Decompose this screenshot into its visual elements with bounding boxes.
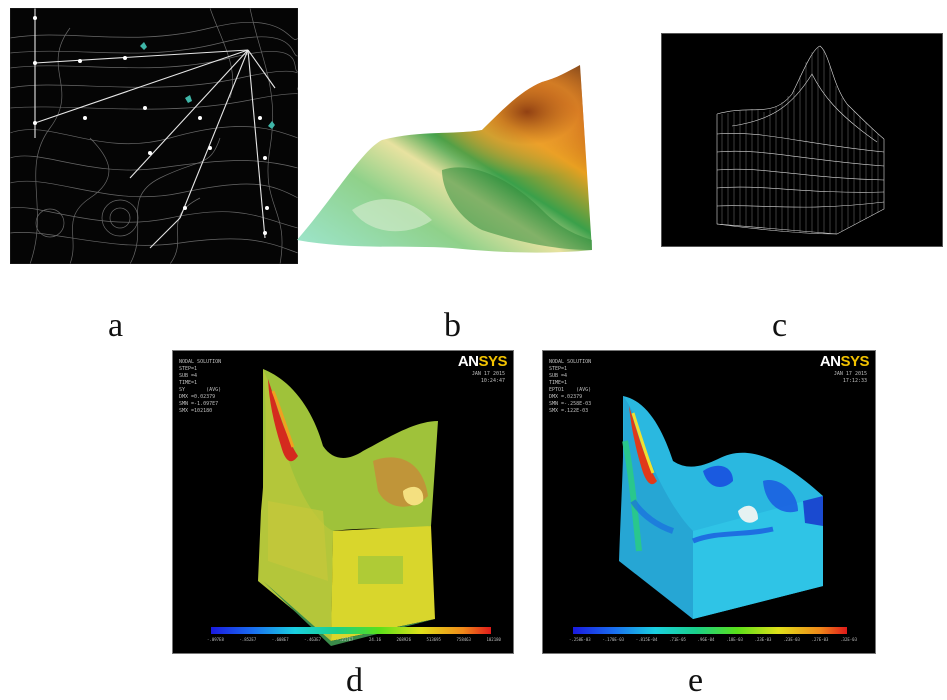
panel-e-colorbar-label: .71E-05 — [669, 637, 686, 642]
panel-e-colorbar-label: .23E-03 — [754, 637, 772, 642]
panel-d-logo-main: AN — [457, 353, 479, 370]
panel-d-ansys-logo: ANSYS — [457, 353, 508, 370]
panel-d-colorbar-label: 513695 — [426, 637, 441, 642]
panel-e-logo-main: AN — [819, 353, 841, 370]
panel-d-colorbar-label: 24.16 — [368, 637, 381, 642]
panel-d-colorbar-label: -.852E7 — [239, 637, 257, 642]
contour-map-graphic — [9, 7, 307, 265]
panel-d-colorbar-label: 102180 — [486, 637, 501, 642]
panel-c-wireframe-mesh — [661, 33, 943, 247]
panel-d-colorbar-label: -.608E7 — [271, 637, 289, 642]
panel-e-colorbar-label: -.258E-03 — [569, 637, 591, 642]
panel-d-colorbar-label: 268926 — [396, 637, 411, 642]
panel-e-colorbar — [573, 627, 847, 634]
panel-d-header-text: NODAL SOLUTION STEP=1 SUB =4 TIME=1 SY (… — [179, 359, 222, 414]
caption-c: c — [772, 307, 788, 344]
panel-e-colorbar-label: .18E-03 — [726, 637, 743, 642]
caption-a: a — [108, 307, 124, 344]
panel-e-header-text: NODAL SOLUTION STEP=1 SUB =4 TIME=1 EPTO… — [549, 359, 592, 414]
panel-e-colorbar-label: -.170E-03 — [602, 637, 625, 642]
panel-e-colorbar-label: .32E-03 — [840, 637, 857, 642]
caption-d: d — [346, 662, 363, 699]
terrain-surface-graphic — [297, 65, 592, 253]
panel-e-date: JAN 17 2015 17:12:33 — [833, 371, 867, 384]
panel-e-colorbar-label: .23E-03 — [783, 637, 800, 642]
panel-a-contour-map — [9, 7, 307, 265]
panel-e-ansys-logo: ANSYS — [819, 353, 870, 370]
panel-d-model-graphic — [211, 369, 491, 646]
panel-d-colorbar-labels: -.097E8 -.852E7 -.608E7 -.463E7 -.217E7 … — [207, 637, 501, 642]
panel-e-logo-accent: SYS — [840, 353, 869, 370]
panel-e-model-graphic — [573, 396, 847, 634]
caption-e: e — [688, 662, 704, 699]
panel-b-terrain-surface — [292, 60, 602, 260]
panel-d-colorbar — [211, 627, 491, 634]
panel-e-ansys-strain-plot: NODAL SOLUTION STEP=1 SUB =4 TIME=1 EPTO… — [542, 350, 876, 654]
panel-e-colorbar-label: -.815E-04 — [635, 637, 658, 642]
panel-d-colorbar-label: -.097E8 — [207, 637, 224, 642]
panel-d-colorbar-label: -.217E7 — [336, 637, 354, 642]
wireframe-mesh-graphic — [716, 45, 885, 235]
panel-d-colorbar-label: 758463 — [456, 637, 471, 642]
panel-e-colorbar-label: .27E-03 — [811, 637, 829, 642]
panel-d-colorbar-label: -.463E7 — [304, 637, 322, 642]
panel-d-ansys-stress-plot: NODAL SOLUTION STEP=1 SUB =4 TIME=1 SY (… — [172, 350, 514, 654]
panel-e-colorbar-label: .96E-04 — [697, 637, 715, 642]
panel-d-date: JAN 17 2015 10:24:47 — [471, 371, 505, 384]
panel-e-colorbar-labels: -.258E-03 -.170E-03 -.815E-04 .71E-05 .9… — [569, 637, 857, 642]
caption-b: b — [444, 307, 461, 344]
panel-d-logo-accent: SYS — [478, 353, 507, 370]
